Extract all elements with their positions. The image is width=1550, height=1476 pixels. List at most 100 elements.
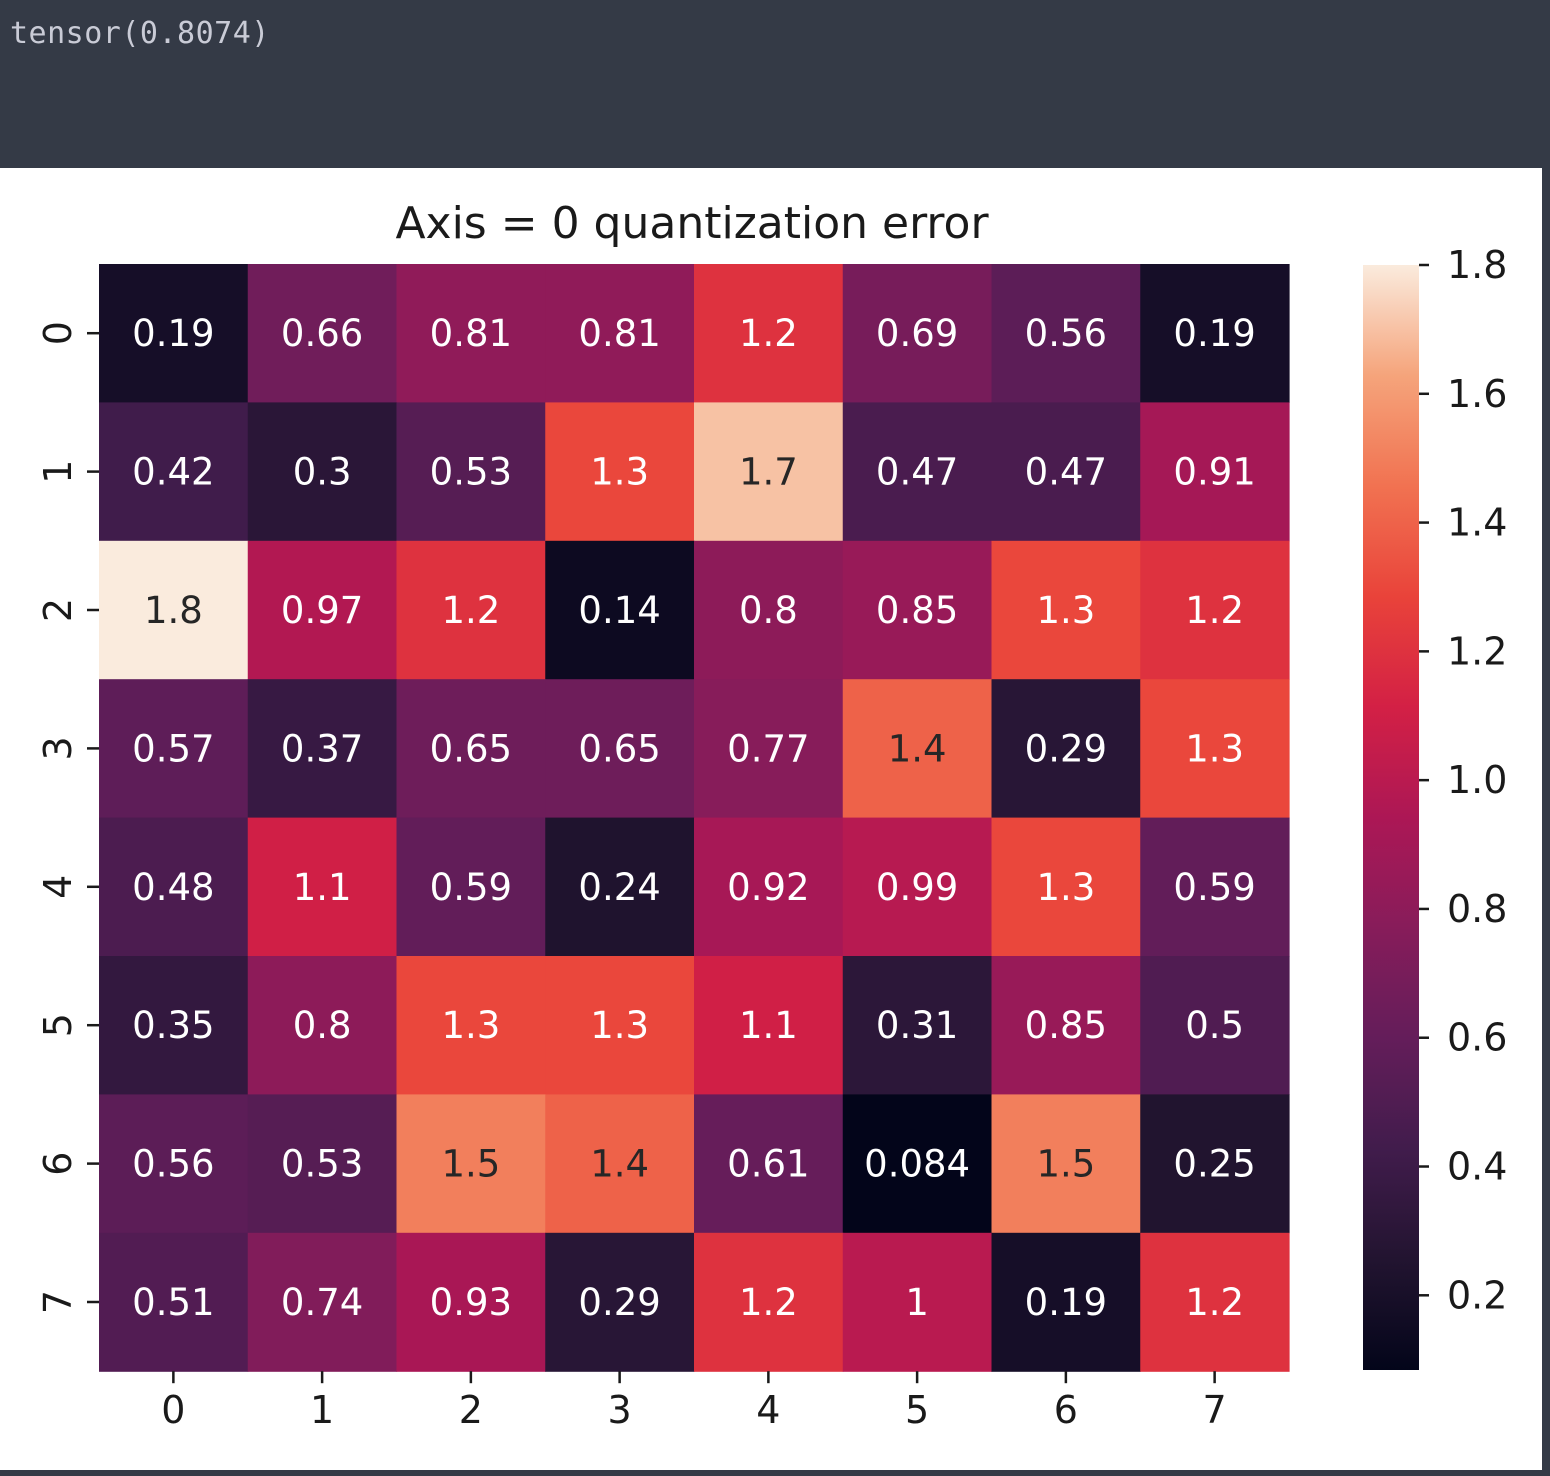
heatmap-cell: [694, 956, 844, 1095]
heatmap-cell: [545, 540, 695, 680]
cell-value-label: 0.77: [727, 727, 809, 770]
cell-value-label: 1.2: [739, 1281, 798, 1324]
cell-value-label: 0.14: [578, 589, 660, 632]
cell-value-label: 0.37: [281, 727, 363, 770]
heatmap-cell: [247, 679, 398, 819]
cell-value-label: 1.4: [888, 727, 947, 770]
cell-value-label: 1.3: [590, 451, 649, 494]
cell-value-label: 1.1: [293, 866, 352, 909]
cell-value-label: 1.3: [1185, 727, 1244, 770]
heatmap-annotations: 0.19 0.66 0.81 0.81 1.2 0.69 0.56 0.190.42 0.3 0.…: [132, 312, 1256, 1324]
cell-value-label: 0.47: [876, 451, 958, 494]
output-text: tensor(0.8074): [10, 16, 270, 51]
x-tick-label: 4: [756, 1388, 780, 1432]
cell-value-label: 0.48: [132, 866, 214, 909]
cell-value-label: 1.3: [441, 1004, 500, 1047]
cell-value-label: 0.65: [430, 727, 512, 770]
heatmap-cell: [247, 1232, 398, 1372]
heatmap-cell: [694, 540, 844, 680]
heatmap-cell: [1140, 1232, 1290, 1372]
heatmap-cell: [1140, 679, 1290, 819]
heatmap-cell: [99, 540, 249, 680]
heatmap-cell: [991, 540, 1141, 680]
heatmap-cell: [99, 679, 249, 819]
y-tick-label: 3: [36, 736, 80, 760]
y-tick-label: 2: [36, 598, 80, 622]
cell-value-label: 0.19: [1173, 312, 1255, 355]
heatmap-cell: [545, 402, 695, 542]
heatmap-cell: [545, 1232, 695, 1372]
y-tick-label: 0: [36, 321, 80, 345]
heatmap-cell: [842, 956, 993, 1095]
heatmap-cell: [99, 1232, 249, 1372]
heatmap-cell: [396, 264, 546, 403]
cell-value-label: 1.2: [739, 312, 798, 355]
heatmap-cell: [545, 817, 695, 957]
x-axis: 0 1 2 3 4 5 6 7: [161, 1371, 1227, 1432]
cell-value-label: 1.7: [739, 451, 798, 494]
heatmap-cell: [1140, 817, 1290, 957]
colorbar-tick-label: 0.2: [1447, 1273, 1507, 1317]
heatmap-chart: Axis = 0 quantization error 0.19 0.66 0.81…: [36, 198, 1507, 1432]
cell-value-label: 1.2: [441, 589, 500, 632]
cell-value-label: 0.8: [739, 589, 798, 632]
colorbar-tick-label: 1.8: [1447, 243, 1507, 287]
heatmap-cell: [842, 817, 993, 957]
heatmap-cell: [1140, 540, 1290, 680]
cell-value-label: 1: [905, 1281, 929, 1324]
colorbar-tick-label: 1.2: [1447, 629, 1507, 673]
heatmap-cell: [99, 264, 249, 403]
cell-value-label: 1.3: [1036, 866, 1095, 909]
cell-value-label: 0.25: [1173, 1143, 1255, 1186]
cell-value-label: 0.51: [132, 1281, 214, 1324]
heatmap-cell: [396, 540, 546, 680]
cell-value-label: 0.29: [578, 1281, 660, 1324]
cell-value-label: 0.56: [1025, 312, 1107, 355]
cell-value-label: 0.93: [430, 1281, 512, 1324]
chart-title: Axis = 0 quantization error: [395, 198, 989, 249]
cell-value-label: 0.56: [132, 1143, 214, 1186]
cell-value-label: 0.59: [1173, 866, 1255, 909]
heatmap-cell: [247, 540, 398, 680]
cell-value-label: 0.97: [281, 589, 363, 632]
cell-value-label: 0.5: [1185, 1004, 1244, 1047]
cell-value-label: 0.084: [864, 1143, 970, 1186]
cell-value-label: 1.5: [1036, 1143, 1095, 1186]
colorbar-tick-label: 1.0: [1447, 758, 1507, 802]
heatmap-cell: [247, 264, 398, 403]
cell-value-label: 0.29: [1025, 727, 1107, 770]
heatmap-cell: [991, 956, 1141, 1095]
heatmap-cell: [991, 817, 1141, 957]
heatmap-cell: [991, 1094, 1141, 1234]
cell-value-label: 0.74: [281, 1281, 363, 1324]
cell-value-label: 0.47: [1025, 451, 1107, 494]
x-tick-label: 0: [161, 1388, 185, 1432]
heatmap-cell: [842, 540, 993, 680]
cell-value-label: 1.4: [590, 1143, 649, 1186]
x-tick-label: 6: [1054, 1388, 1078, 1432]
heatmap-cell: [396, 1094, 546, 1234]
colorbar: 0.2 0.4 0.6 0.8 1.0 1.2 1.4 1.6 1.8: [1363, 243, 1507, 1370]
cell-value-label: 0.59: [430, 866, 512, 909]
y-tick-label: 5: [36, 1013, 80, 1037]
cell-value-label: 0.53: [281, 1143, 363, 1186]
heatmap-cell: [694, 679, 844, 819]
x-tick-label: 2: [459, 1388, 483, 1432]
heatmap-cell: [396, 956, 546, 1095]
y-axis: 0 1 2 3 4 5 6 7: [36, 321, 99, 1314]
heatmap-cell: [842, 402, 993, 542]
colorbar-tick-label: 0.8: [1447, 887, 1507, 931]
colorbar-tick-label: 0.4: [1447, 1145, 1507, 1189]
heatmap-cell: [842, 1232, 993, 1372]
x-tick-label: 1: [310, 1388, 334, 1432]
heatmap-cell: [991, 402, 1141, 542]
cell-value-label: 0.24: [578, 866, 660, 909]
heatmap-cell: [842, 679, 993, 819]
y-tick-label: 7: [36, 1290, 80, 1314]
cell-value-label: 0.65: [578, 727, 660, 770]
cell-value-label: 1.2: [1185, 589, 1244, 632]
cell-value-label: 0.81: [578, 312, 660, 355]
heatmap-cell: [991, 1232, 1141, 1372]
heatmap-cell: [396, 679, 546, 819]
colorbar-gradient: [1363, 265, 1419, 1370]
